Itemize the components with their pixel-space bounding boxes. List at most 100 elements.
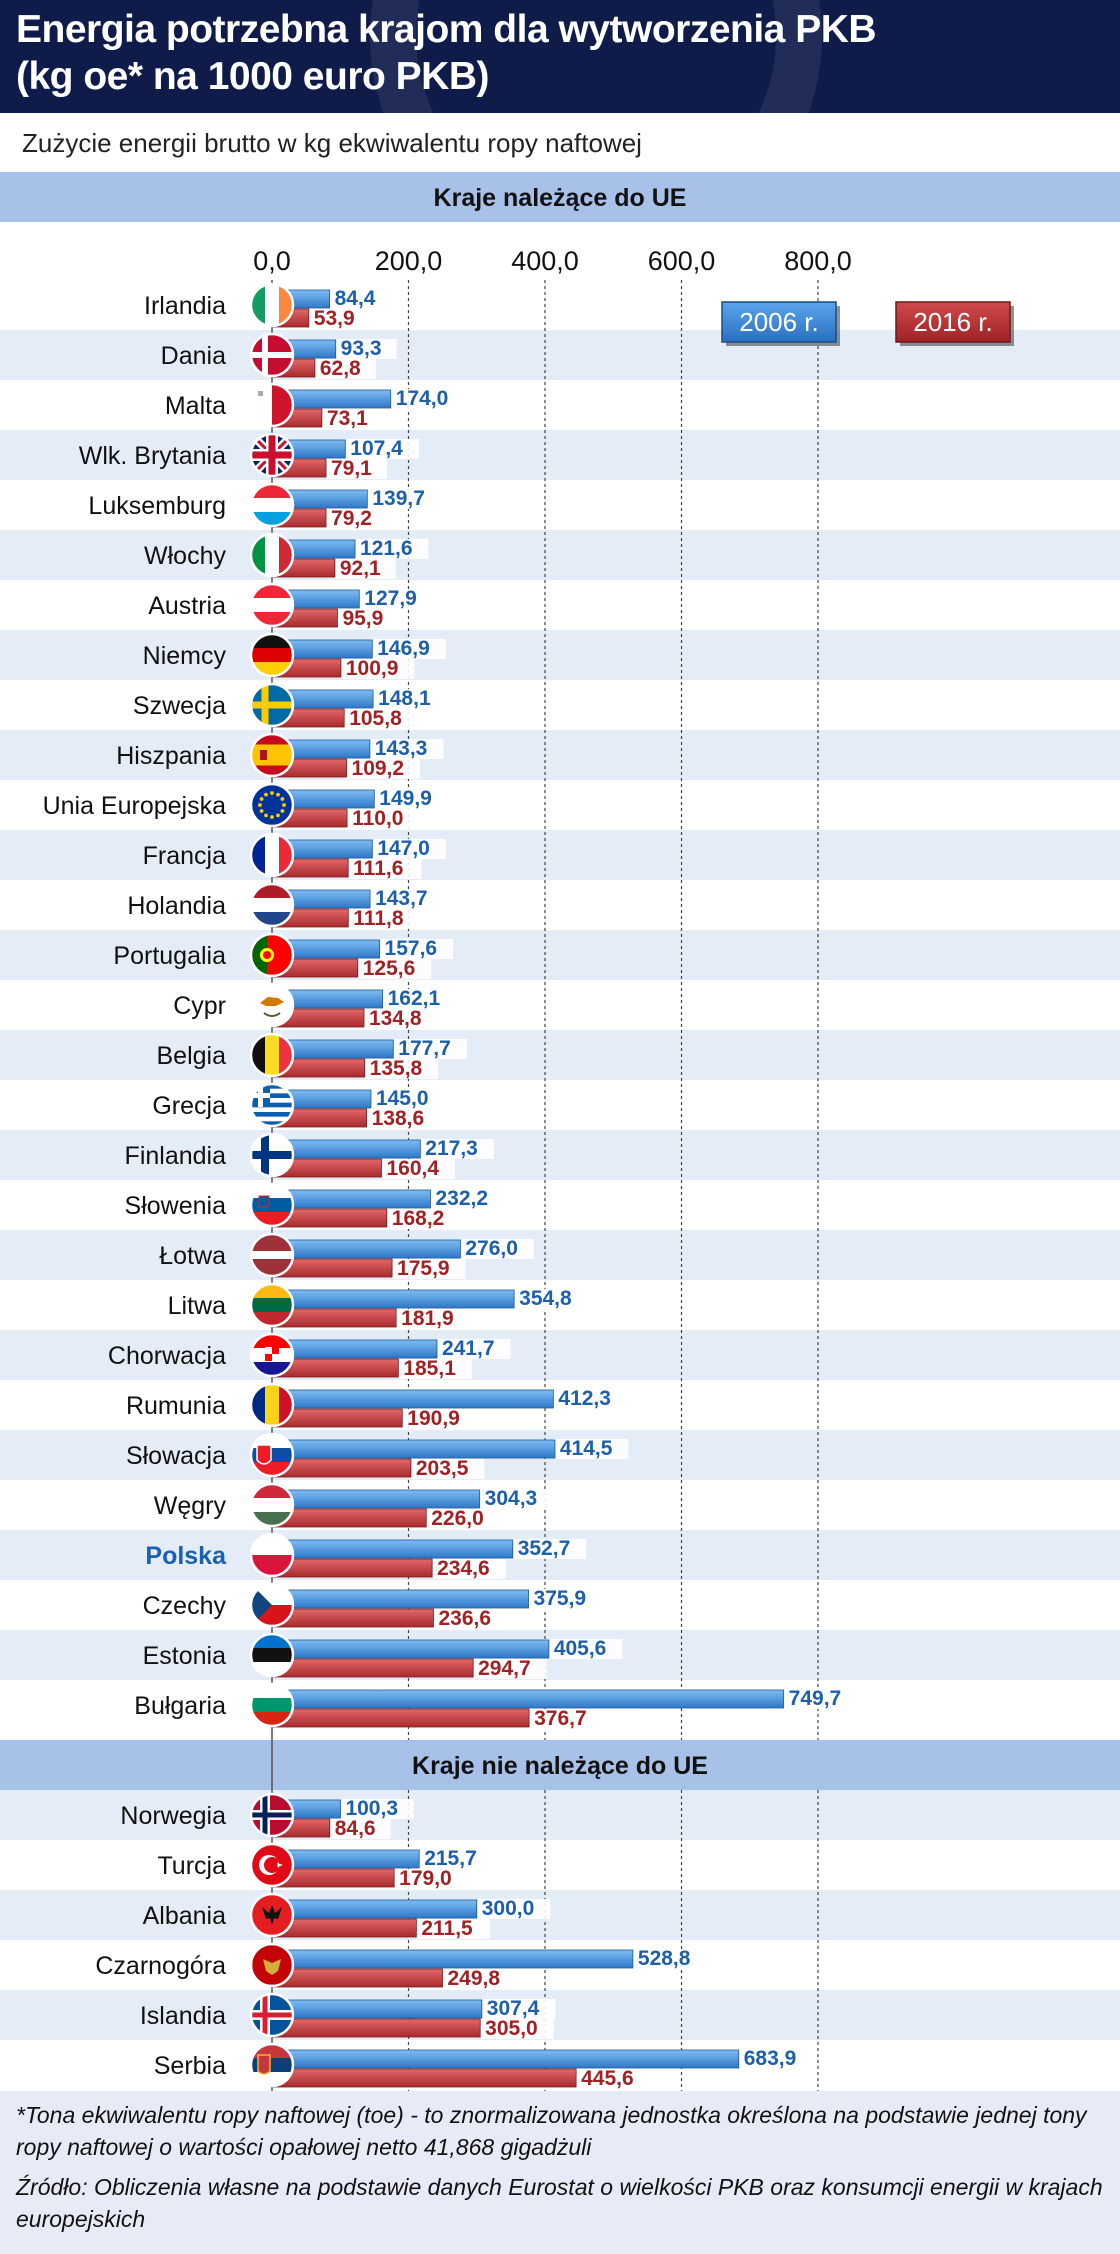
header-decoration [370, 0, 822, 113]
flag-italy-icon [249, 532, 295, 578]
bar-2006 [271, 1489, 481, 1509]
row-stripe [0, 1330, 1120, 1380]
country-label: Litwa [168, 1292, 226, 1320]
country-label: Łotwa [159, 1242, 226, 1270]
data-label: 749,7 [789, 1687, 842, 1710]
bar-2016 [271, 1918, 417, 1938]
data-label: 145,0 [376, 1087, 429, 1110]
country-label: Irlandia [144, 292, 226, 320]
data-label: 138,6 [372, 1107, 425, 1130]
data-label: 232,2 [435, 1187, 488, 1210]
data-label: 352,7 [518, 1537, 571, 1560]
data-label: 276,0 [465, 1237, 518, 1260]
data-label: 100,9 [346, 657, 399, 680]
data-label: 376,7 [534, 1707, 587, 1730]
section-band [0, 172, 1120, 222]
data-label: 445,6 [581, 2067, 634, 2090]
country-label: Turcja [157, 1852, 226, 1880]
flag-luxembourg-icon [249, 482, 295, 528]
data-label: 149,9 [379, 787, 432, 810]
data-label: 134,8 [369, 1007, 422, 1030]
legend-label: 2016 r. [913, 307, 993, 337]
data-label: 100,3 [345, 1797, 398, 1820]
chart-background: Kraje należące do UE Kraje nie należące d… [0, 172, 1120, 2040]
row-stripe [0, 1230, 1120, 1280]
data-label: 174,0 [396, 387, 449, 410]
data-label: 412,3 [558, 1387, 611, 1410]
data-label: 185,1 [403, 1357, 456, 1380]
country-label: Finlandia [125, 1142, 227, 1170]
data-label: 175,9 [397, 1257, 450, 1280]
data-label: 162,1 [388, 987, 441, 1010]
data-label: 249,8 [447, 1967, 500, 1990]
country-label: Wlk. Brytania [79, 442, 226, 470]
flag-slovakia-icon [249, 1432, 295, 1478]
flag-cyprus-icon [249, 982, 295, 1028]
data-label: 62,8 [320, 357, 361, 380]
data-label: 241,7 [442, 1337, 495, 1360]
bar-2006 [271, 1439, 556, 1459]
row-stripe [0, 630, 1120, 680]
data-label: 143,3 [375, 737, 428, 760]
flag-sweden-icon [249, 682, 295, 728]
country-label: Bułgaria [134, 1692, 226, 1720]
data-label: 84,4 [335, 287, 376, 310]
flag-albania-icon [249, 1892, 295, 1938]
data-label: 203,5 [416, 1457, 469, 1480]
data-label: 110,0 [352, 807, 403, 830]
country-label: Hiszpania [116, 742, 226, 770]
data-label: 125,6 [363, 957, 416, 980]
bar-2016 [271, 1708, 530, 1728]
country-label: Albania [143, 1902, 226, 1930]
chart-subtitle: Zużycie energii brutto w kg ekwiwalentu … [22, 128, 642, 158]
flag-bulgaria-icon [249, 1682, 295, 1728]
bar-2016 [271, 1658, 474, 1678]
data-label: 304,3 [485, 1487, 538, 1510]
row-stripe [0, 730, 1120, 780]
legend-item-2006: 2006 r. [721, 301, 840, 346]
flag-greece-icon [249, 1082, 295, 1128]
flag-austria-icon [249, 582, 295, 628]
x-tick-label: 0,0 [253, 246, 291, 276]
bar-2006 [271, 1639, 550, 1659]
country-label: Francja [143, 842, 226, 870]
footnote: *Tona ekwiwalentu ropy naftowej (toe) - … [16, 2102, 1087, 2160]
flag-france-icon [249, 832, 295, 878]
flag-iceland-icon [249, 1992, 295, 2038]
bar-2006 [271, 1689, 785, 1709]
bar-2006 [271, 2049, 740, 2069]
data-label: 217,3 [425, 1137, 478, 1160]
flag-latvia-icon [249, 1232, 295, 1278]
bar-2016 [271, 1558, 433, 1578]
data-label: 683,9 [744, 2047, 797, 2070]
flag-malta-icon [249, 382, 295, 428]
flag-denmark-icon [249, 332, 295, 378]
data-label: 160,4 [386, 1157, 439, 1180]
section-band [0, 1740, 1120, 1790]
bar-2016 [271, 2068, 577, 2088]
country-label: Węgry [154, 1492, 227, 1520]
bar-2016 [271, 1968, 443, 1988]
flag-lithuania-icon [249, 1282, 295, 1328]
row-stripe [0, 1990, 1120, 2040]
data-label: 179,0 [399, 1867, 452, 1890]
section-title: Kraje należące do UE [434, 184, 687, 212]
country-label: Chorwacja [108, 1342, 226, 1370]
data-label: 111,8 [353, 907, 404, 930]
country-label: Włochy [144, 542, 226, 570]
flag-uk-icon [249, 432, 295, 478]
country-label: Estonia [143, 1642, 226, 1670]
data-label: 294,7 [478, 1657, 531, 1680]
data-label: 236,6 [438, 1607, 491, 1630]
chart-header: Energia potrzebna krajom dla wytworzenia… [0, 0, 1120, 113]
flag-belgium-icon [249, 1032, 295, 1078]
chart-title: Energia potrzebna krajom dla wytworzenia… [16, 8, 877, 98]
country-label: Czechy [143, 1592, 227, 1620]
data-label: 139,7 [372, 487, 425, 510]
country-label: Słowenia [125, 1192, 227, 1220]
country-label: Serbia [154, 2052, 226, 2080]
data-label: 95,9 [342, 607, 383, 630]
x-tick-label: 200,0 [375, 246, 443, 276]
bar-2006 [271, 1589, 529, 1609]
source-note: Źródło: Obliczenia własne na podstawie d… [16, 2174, 1103, 2232]
